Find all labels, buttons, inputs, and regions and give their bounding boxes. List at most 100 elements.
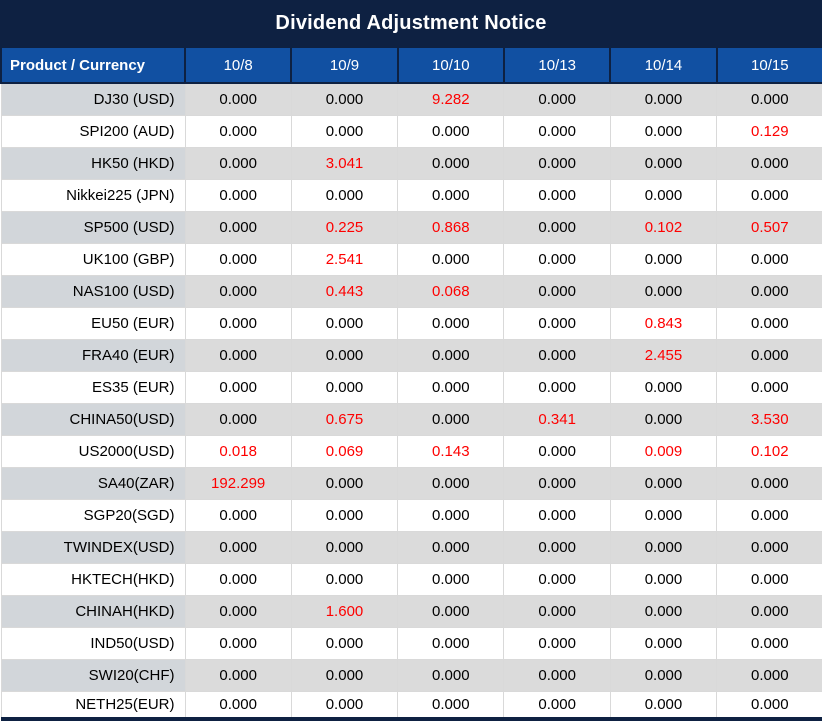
value-cell: 0.000 [397,178,505,212]
product-cell: SP500 (USD) [0,210,186,244]
product-cell: ES35 (EUR) [0,370,186,404]
table-row: SA40(ZAR) 192.299 0.000 0.000 0.000 0.000 0.00… [0,466,822,500]
value-cell: 0.000 [503,338,611,372]
value-cell: 0.000 [184,658,292,692]
value-cell: 0.000 [184,594,292,628]
value-cell: 0.000 [609,370,718,404]
value-cell: 3.041 [290,146,399,180]
value-cell: 0.507 [716,210,822,244]
value-cell: 0.000 [397,594,505,628]
value-cell: 192.299 [184,466,292,500]
value-cell: 0.000 [290,562,399,596]
value-cell: 0.000 [290,530,399,564]
value-cell: 0.675 [290,402,399,436]
value-cell: 0.000 [290,370,399,404]
value-cell: 0.000 [503,210,611,244]
value-cell: 0.000 [184,242,292,276]
value-cell: 0.000 [503,466,611,500]
value-cell: 0.000 [397,306,505,340]
table-row: SP500 (USD) 0.000 0.225 0.868 0.000 0.102 0.50… [0,210,822,244]
value-cell: 0.000 [609,402,718,436]
value-cell: 0.000 [503,658,611,692]
value-cell: 0.000 [503,530,611,564]
table-row: HKTECH(HKD) 0.000 0.000 0.000 0.000 0.000 0.00… [0,562,822,596]
value-cell: 0.000 [290,690,399,720]
value-cell: 0.000 [716,306,822,340]
value-cell: 0.000 [184,146,292,180]
value-cell: 0.000 [716,274,822,308]
product-cell: NAS100 (USD) [0,274,186,308]
value-cell: 0.000 [609,274,718,308]
value-cell: 0.000 [609,82,718,116]
table-row: SPI200 (AUD) 0.000 0.000 0.000 0.000 0.000 0.1… [0,114,822,148]
value-cell: 2.541 [290,242,399,276]
value-cell: 0.843 [609,306,718,340]
value-cell: 0.000 [609,114,718,148]
value-cell: 1.600 [290,594,399,628]
value-cell: 0.000 [503,498,611,532]
value-cell: 3.530 [716,402,822,436]
value-cell: 0.000 [609,178,718,212]
product-cell: TWINDEX(USD) [0,530,186,564]
value-cell: 0.000 [609,242,718,276]
table-row: SWI20(CHF) 0.000 0.000 0.000 0.000 0.000 0.000 [0,658,822,692]
date-column-header: 10/13 [502,46,612,84]
value-cell: 0.000 [397,626,505,660]
value-cell: 0.000 [609,562,718,596]
value-cell: 0.000 [716,466,822,500]
value-cell: 0.000 [184,690,292,720]
value-cell: 2.455 [609,338,718,372]
value-cell: 0.000 [397,562,505,596]
value-cell: 0.000 [503,306,611,340]
header-row: Product / Currency 10/8 10/9 10/10 10/13 10/1… [0,46,822,84]
value-cell: 0.225 [290,210,399,244]
product-cell: IND50(USD) [0,626,186,660]
value-cell: 0.000 [290,178,399,212]
value-cell: 0.000 [609,530,718,564]
value-cell: 0.000 [290,498,399,532]
value-cell: 0.000 [716,594,822,628]
value-cell: 0.068 [397,274,505,308]
value-cell: 0.000 [716,370,822,404]
value-cell: 0.000 [184,306,292,340]
product-cell: NETH25(EUR) [0,690,186,720]
value-cell: 0.000 [503,370,611,404]
product-cell: HKTECH(HKD) [0,562,186,596]
value-cell: 0.000 [397,498,505,532]
value-cell: 0.000 [397,146,505,180]
value-cell: 0.000 [609,690,718,720]
table-row: IND50(USD) 0.000 0.000 0.000 0.000 0.000 0.000 [0,626,822,660]
value-cell: 0.000 [716,178,822,212]
value-cell: 0.000 [716,82,822,116]
value-cell: 0.069 [290,434,399,468]
value-cell: 0.129 [716,114,822,148]
value-cell: 0.000 [290,338,399,372]
value-cell: 0.000 [609,658,718,692]
date-column-header: 10/8 [183,46,293,84]
product-currency-header: Product / Currency [0,46,186,84]
table-row: TWINDEX(USD) 0.000 0.000 0.000 0.000 0.000 0.0… [0,530,822,564]
product-cell: SA40(ZAR) [0,466,186,500]
value-cell: 0.000 [503,562,611,596]
value-cell: 0.000 [609,498,718,532]
value-cell: 0.000 [290,466,399,500]
date-column-header: 10/15 [715,46,822,84]
table-row: NAS100 (USD) 0.000 0.443 0.068 0.000 0.000 0.0… [0,274,822,308]
value-cell: 0.341 [503,402,611,436]
value-cell: 0.009 [609,434,718,468]
value-cell: 0.000 [397,690,505,720]
value-cell: 0.000 [184,338,292,372]
table-row: CHINAH(HKD) 0.000 1.600 0.000 0.000 0.000 0.00… [0,594,822,628]
value-cell: 0.000 [290,626,399,660]
value-cell: 0.443 [290,274,399,308]
product-cell: UK100 (GBP) [0,242,186,276]
product-cell: SWI20(CHF) [0,658,186,692]
product-cell: CHINA50(USD) [0,402,186,436]
table-header: Product / Currency 10/8 10/9 10/10 10/13 10/1… [0,46,822,84]
value-cell: 0.000 [609,466,718,500]
product-cell: FRA40 (EUR) [0,338,186,372]
product-cell: Nikkei225 (JPN) [0,178,186,212]
title-bar: Dividend Adjustment Notice [0,0,822,46]
value-cell: 0.143 [397,434,505,468]
value-cell: 0.102 [716,434,822,468]
